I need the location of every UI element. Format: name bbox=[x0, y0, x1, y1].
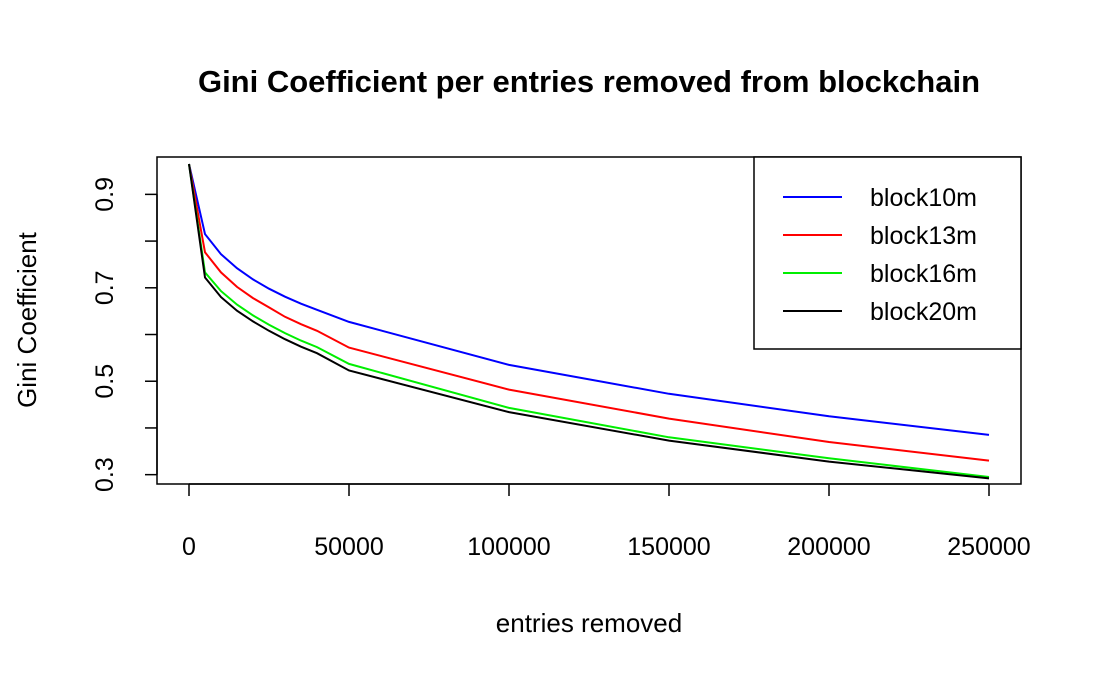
legend-frame bbox=[753, 156, 1022, 350]
chart-title: Gini Coefficient per entries removed fro… bbox=[198, 64, 980, 99]
legend: block10m block13m block16m block20m bbox=[753, 156, 1022, 350]
series-layer bbox=[188, 163, 990, 480]
series-line-block10m bbox=[188, 163, 990, 436]
x-axis-label: entries removed bbox=[496, 608, 682, 638]
legend-label-block10m: block10m bbox=[870, 184, 977, 212]
x-axis: 0 50000 100000 150000 200000 250000 bbox=[182, 483, 1031, 561]
x-tick-label: 150000 bbox=[627, 533, 710, 561]
x-tick-label: 100000 bbox=[467, 533, 550, 561]
y-axis-label: Gini Coefficient bbox=[12, 231, 42, 408]
series-line-block16m bbox=[188, 163, 990, 478]
x-tick-label: 200000 bbox=[787, 533, 870, 561]
y-tick-label: 0.3 bbox=[91, 457, 119, 492]
x-tick-label: 50000 bbox=[314, 533, 384, 561]
series-line-block13m bbox=[188, 163, 990, 462]
legend-label-block13m: block13m bbox=[870, 222, 977, 250]
x-tick-label: 0 bbox=[182, 533, 196, 561]
x-tick-label: 250000 bbox=[947, 533, 1030, 561]
legend-label-block16m: block16m bbox=[870, 260, 977, 288]
series-line-block20m bbox=[188, 163, 990, 480]
y-axis: 0.3 0.5 0.7 0.9 bbox=[91, 177, 158, 492]
y-tick-label: 0.9 bbox=[91, 177, 119, 212]
y-tick-label: 0.5 bbox=[91, 364, 119, 399]
legend-label-block20m: block20m bbox=[870, 298, 977, 326]
y-tick-label: 0.7 bbox=[91, 270, 119, 305]
